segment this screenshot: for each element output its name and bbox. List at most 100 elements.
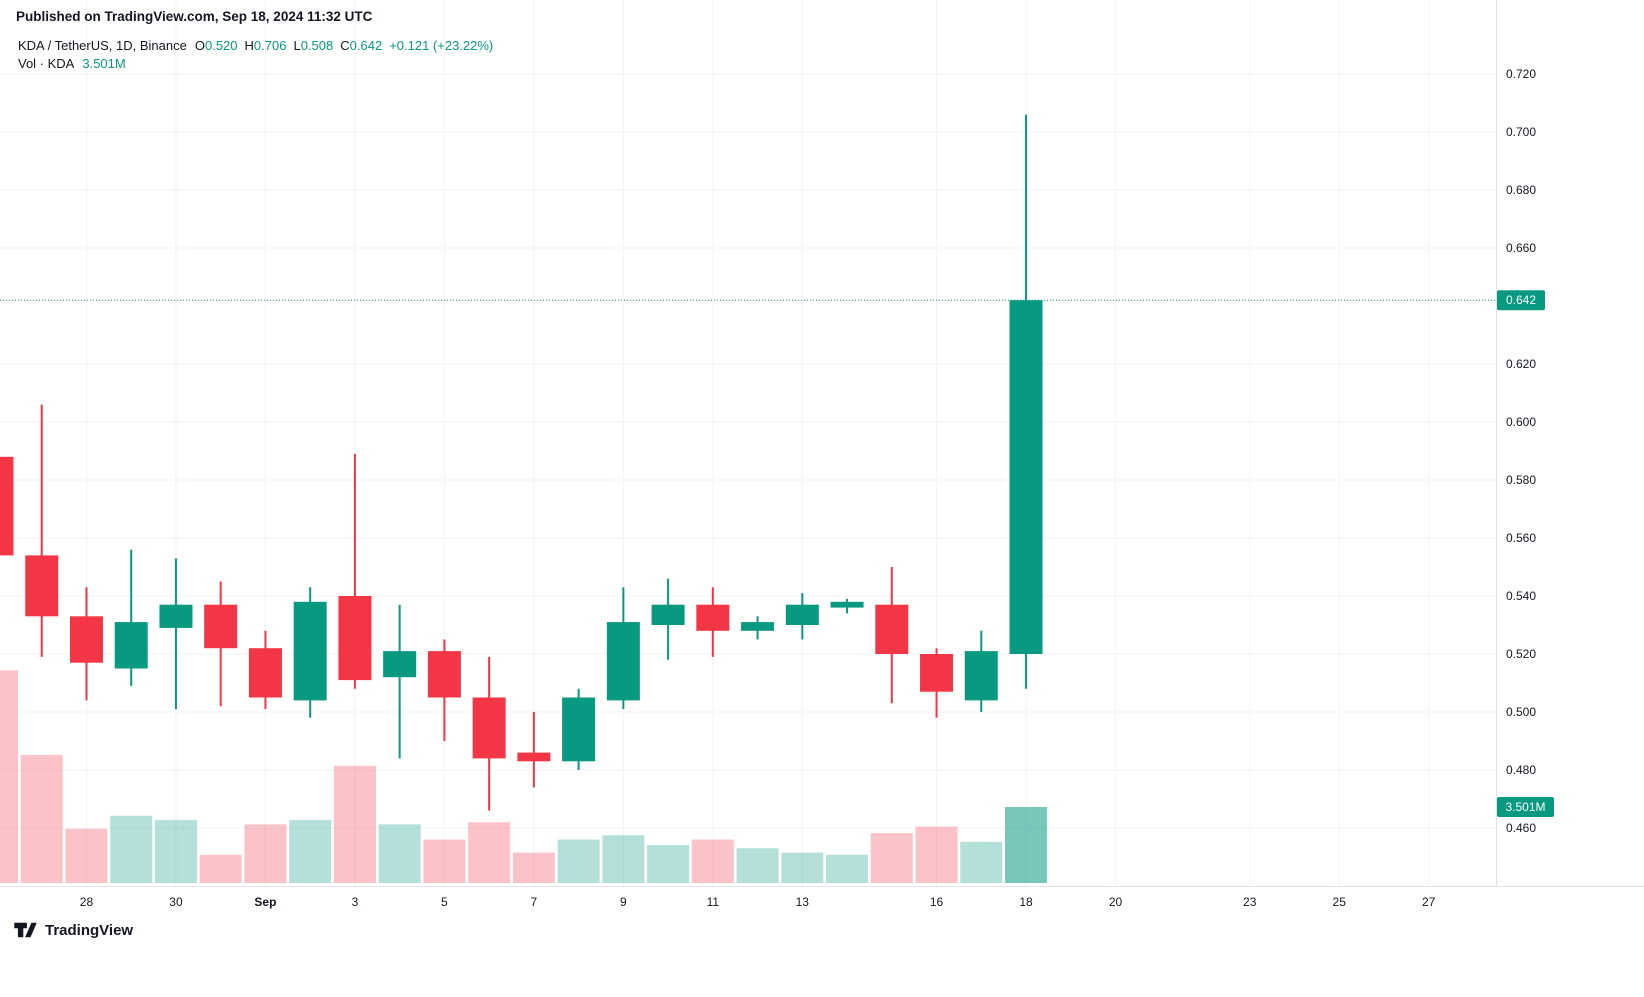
candle <box>69 587 103 701</box>
candle <box>293 587 327 718</box>
price-axis-label: 0.480 <box>1506 763 1536 777</box>
price-axis-label: 0.600 <box>1506 415 1536 429</box>
price-axis-label: 0.680 <box>1506 183 1536 197</box>
volume-bar <box>468 822 511 883</box>
candle <box>338 453 372 689</box>
candle <box>606 587 640 710</box>
candle <box>427 639 461 741</box>
date-axis-label: 25 <box>1333 895 1347 909</box>
tradingview-brand[interactable]: TradingView <box>14 921 133 939</box>
date-axis-label: 13 <box>796 895 810 909</box>
candle <box>920 648 954 718</box>
date-axis-label: 11 <box>707 895 720 909</box>
volume-bar <box>960 841 1003 883</box>
volume-bar <box>378 824 421 883</box>
change-value: +0.121 (+23.22%) <box>389 38 494 53</box>
price-axis-label: 0.660 <box>1506 241 1536 255</box>
candle <box>651 578 685 660</box>
volume-bar <box>826 854 869 883</box>
candle <box>25 404 59 657</box>
volume-label: Vol · KDA <box>18 56 75 71</box>
date-axis-label: 28 <box>80 895 94 909</box>
candle <box>204 581 238 707</box>
volume-bar <box>289 820 332 883</box>
volume-series <box>0 670 1048 883</box>
date-axis-label: 20 <box>1109 895 1123 909</box>
low-label: L <box>293 38 301 53</box>
volume-bar <box>602 835 645 883</box>
date-axis-label: 23 <box>1243 895 1257 909</box>
volume-bar <box>870 833 913 883</box>
price-axis-label: 0.720 <box>1506 67 1536 81</box>
volume-badge <box>1497 797 1554 818</box>
volume-bar <box>244 824 287 883</box>
candle <box>964 630 998 712</box>
candle <box>0 456 14 556</box>
date-axis-label: 16 <box>930 895 944 909</box>
candle <box>159 558 193 710</box>
candle <box>830 598 864 614</box>
volume-bar <box>20 754 63 883</box>
price-axis-label: 0.580 <box>1506 473 1536 487</box>
last-price-badge-text: 0.642 <box>1506 293 1536 307</box>
symbol-title[interactable]: KDA / TetherUS, 1D, Binance <box>18 38 187 53</box>
close-value: 0.642 <box>349 38 383 53</box>
volume-bar <box>199 854 242 883</box>
volume-bar <box>110 815 153 883</box>
open-value: 0.520 <box>204 38 238 53</box>
tradingview-brand-label: TradingView <box>45 921 134 939</box>
price-axis-label: 0.560 <box>1506 531 1536 545</box>
candle-series <box>0 114 1043 811</box>
volume-bar <box>647 845 690 883</box>
candle <box>562 688 596 770</box>
price-axis-label: 0.520 <box>1506 647 1536 661</box>
date-axis-label: 30 <box>169 895 183 909</box>
legend-volume-row: Vol · KDA 3.501M <box>18 55 493 73</box>
date-axis-label: 18 <box>1019 895 1033 909</box>
date-axis-label: 7 <box>531 895 538 909</box>
legend-symbol-row: KDA / TetherUS, 1D, Binance O0.520 H0.70… <box>18 37 493 55</box>
candle <box>741 616 775 640</box>
candle <box>1009 114 1043 689</box>
ohlc-close: C0.642 <box>340 37 382 55</box>
volume-bar <box>154 820 197 883</box>
volume-bar <box>0 670 18 883</box>
tradingview-logo-icon <box>14 922 37 938</box>
volume-bar <box>736 848 779 883</box>
date-axis-label: 27 <box>1422 895 1436 909</box>
price-axis-label: 0.500 <box>1506 705 1536 719</box>
date-axis-label: 5 <box>441 895 448 909</box>
candle <box>383 604 417 759</box>
candle <box>785 593 819 640</box>
volume-bar <box>333 765 376 883</box>
candle <box>696 587 730 657</box>
price-axis-label: 0.460 <box>1506 821 1536 835</box>
chart-legend: KDA / TetherUS, 1D, Binance O0.520 H0.70… <box>18 37 493 73</box>
candle <box>248 630 282 710</box>
volume-bar <box>691 839 734 883</box>
candle <box>472 656 506 811</box>
ohlc-open: O0.520 <box>195 37 238 55</box>
volume-bar <box>781 852 824 883</box>
candle <box>517 712 551 788</box>
published-caption: Published on TradingView.com, Sep 18, 20… <box>16 9 373 24</box>
date-axis-label: Sep <box>254 895 276 909</box>
open-label: O <box>194 38 205 53</box>
volume-value: 3.501M <box>82 56 126 71</box>
high-label: H <box>244 38 254 53</box>
volume-bar <box>557 839 600 883</box>
ohlc-high: H0.706 <box>245 37 287 55</box>
volume-badge-text: 3.501M <box>1505 800 1545 814</box>
date-axis-label: 3 <box>352 895 359 909</box>
grid <box>0 0 1496 886</box>
candle <box>114 549 148 686</box>
last-price-badge <box>1497 290 1545 311</box>
high-value: 0.706 <box>253 38 287 53</box>
axes: 0.720 0.700 0.680 0.660 0.620 0.600 0.580 0.560… <box>0 0 1644 909</box>
candle <box>875 567 909 704</box>
price-axis-label: 0.540 <box>1506 589 1536 603</box>
price-axis-label: 0.700 <box>1506 125 1536 139</box>
volume-bar <box>915 826 958 883</box>
